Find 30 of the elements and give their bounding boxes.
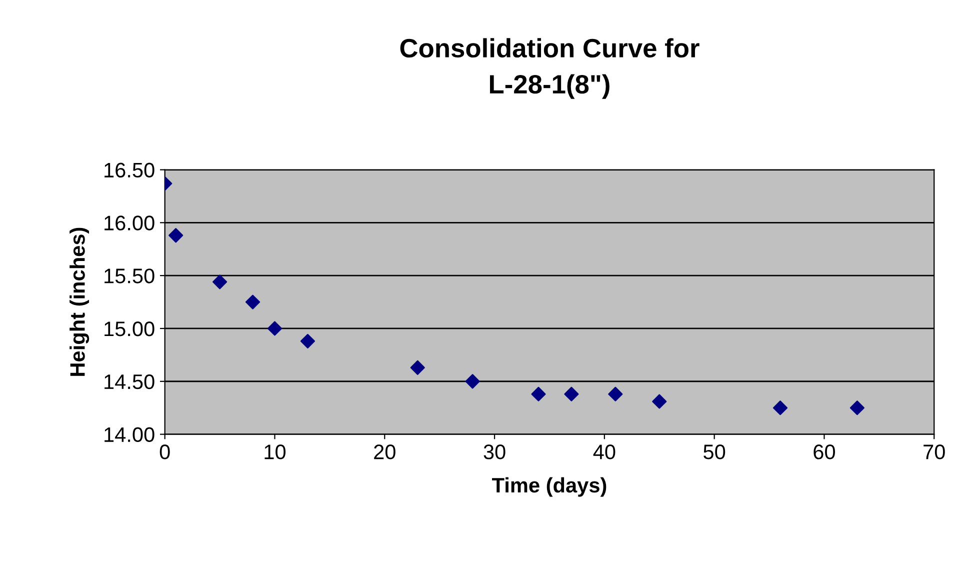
point xyxy=(564,386,579,402)
point xyxy=(212,274,228,290)
x-tick-label: 0 xyxy=(160,444,170,460)
point xyxy=(245,294,260,310)
point xyxy=(410,360,425,375)
chart-title: Consolidation Curve for L-28-1(8") xyxy=(400,38,700,99)
x-tick-label: 60 xyxy=(814,444,835,460)
x-axis-title: Time (days) xyxy=(492,477,606,497)
point xyxy=(608,386,623,402)
x-tick-label: 10 xyxy=(264,444,286,460)
x-tick-label: 40 xyxy=(593,444,616,460)
point xyxy=(168,228,184,243)
point xyxy=(267,321,282,336)
y-axis-title: Height (inches) xyxy=(70,228,90,376)
y-tick-label: 14.50 xyxy=(104,374,154,390)
point xyxy=(652,394,667,409)
y-tick-label: 15.00 xyxy=(104,321,154,336)
point xyxy=(531,386,546,402)
point xyxy=(772,400,788,416)
point xyxy=(300,334,315,348)
y-tick-label: 15.50 xyxy=(104,268,154,284)
point xyxy=(465,374,480,389)
x-tick-label: 70 xyxy=(924,444,945,460)
y-tick-label: 14.00 xyxy=(104,427,154,442)
y-tick-label: 16.00 xyxy=(104,216,154,230)
x-tick-label: 50 xyxy=(704,444,726,460)
point xyxy=(850,400,864,416)
x-tick-label: 20 xyxy=(374,444,396,460)
y-tick-label: 16.50 xyxy=(104,162,154,178)
x-tick-label: 30 xyxy=(484,444,506,460)
